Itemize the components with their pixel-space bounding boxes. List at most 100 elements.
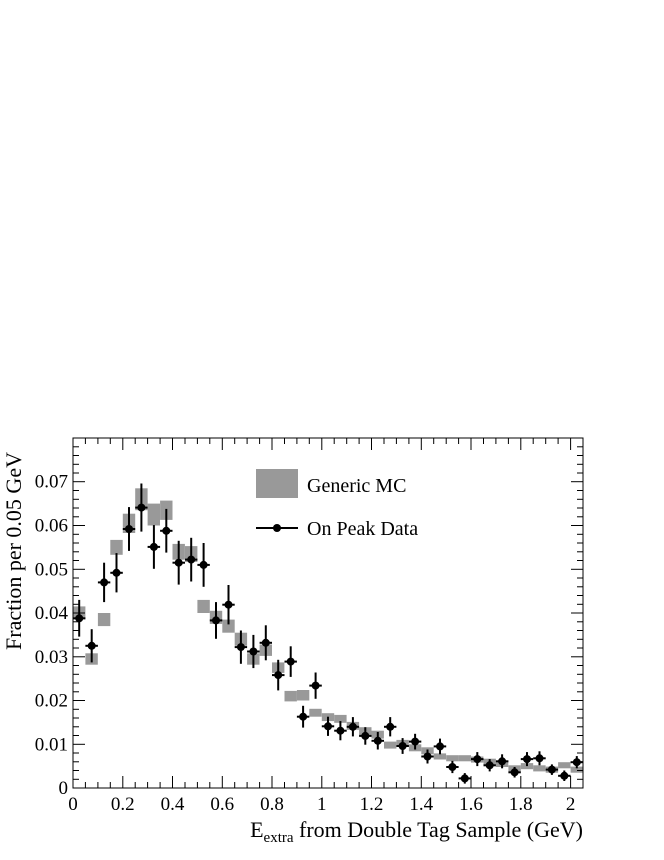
y-tick-label: 0.03: [35, 647, 68, 668]
legend-label-generic-mc: Generic MC: [307, 475, 406, 497]
x-tick-label: 1.2: [360, 794, 384, 815]
data-marker: [199, 560, 208, 569]
x-tick-label: 1.6: [459, 794, 483, 815]
data-marker: [236, 643, 245, 652]
data-marker: [249, 647, 258, 656]
data-marker: [224, 600, 233, 609]
data-marker: [261, 638, 270, 647]
data-marker: [75, 614, 84, 623]
generic-mc-bin: [147, 503, 160, 526]
x-tick-label: 0.4: [161, 794, 185, 815]
on-peak-data-point: [408, 733, 422, 750]
x-tick-label: 2: [566, 794, 576, 815]
on-peak-data-point: [222, 585, 235, 625]
data-marker: [112, 568, 121, 577]
on-peak-data-point: [234, 630, 248, 664]
on-peak-data-point: [284, 646, 297, 677]
on-peak-data-point: [209, 602, 223, 639]
generic-mc-bin: [433, 753, 447, 760]
on-peak-data-point: [483, 759, 496, 772]
y-tick-label: 0.05: [35, 559, 68, 580]
data-marker: [373, 736, 382, 745]
on-peak-data-point: [97, 562, 111, 603]
data-marker: [174, 558, 183, 567]
on-peak-data-point: [570, 756, 583, 769]
x-axis-title: Eextra from Double Tag Sample (GeV): [250, 817, 583, 846]
generic-mc-bin: [222, 619, 235, 633]
on-peak-data-point: [110, 553, 123, 593]
on-peak-data-point: [371, 732, 384, 750]
data-marker: [125, 525, 133, 533]
data-marker: [547, 765, 556, 774]
on-peak-data-point: [359, 727, 372, 745]
generic-mc-bin: [558, 762, 571, 769]
data-marker: [187, 555, 196, 564]
data-marker: [560, 771, 569, 780]
data-marker: [448, 763, 457, 771]
x-axis-ticks: 0 0.2 0.4 0.6 0.8 1 1.2 1.4 1.6 1.8 2: [68, 438, 584, 815]
data-marker: [498, 757, 507, 766]
generic-mc-bin: [458, 755, 471, 762]
generic-mc-bin: [296, 690, 310, 701]
y-tick-label: 0.01: [35, 734, 68, 755]
x-tick-label: 0.2: [111, 794, 135, 815]
data-marker: [386, 722, 395, 731]
x-tick-label: 0: [68, 794, 78, 815]
on-peak-data-point: [197, 543, 210, 587]
generic-mc-bin: [446, 755, 459, 762]
x-tick-label: 0.6: [210, 794, 234, 815]
data-marker: [411, 737, 420, 746]
on-peak-data-point: [471, 752, 484, 767]
data-marker: [523, 755, 531, 764]
on-peak-data-point: [85, 629, 98, 663]
on-peak-data-point: [433, 738, 447, 755]
on-peak-data-point: [321, 716, 335, 736]
generic-mc-bin: [97, 613, 111, 627]
x-tick-label: 1.8: [509, 794, 533, 815]
on-peak-data-point: [73, 599, 86, 637]
on-peak-data-point: [384, 717, 397, 737]
x-tick-label: 1: [317, 794, 327, 815]
generic-mc-bin: [309, 708, 322, 717]
data-marker: [423, 752, 432, 761]
generic-mc-bin: [570, 766, 583, 773]
data-marker: [162, 526, 171, 535]
on-peak-data-point: [520, 752, 534, 767]
data-marker: [510, 768, 519, 777]
data-marker: [87, 641, 96, 650]
on-peak-data-point: [446, 760, 459, 774]
legend-label-on-peak-data: On Peak Data: [307, 518, 418, 540]
data-marker: [535, 754, 544, 763]
generic-mc-bin: [334, 714, 347, 723]
data-marker: [361, 731, 370, 740]
data-marker: [398, 742, 407, 750]
on-peak-data-point: [396, 738, 409, 754]
on-peak-data-point: [495, 754, 509, 769]
on-peak-data-point: [147, 525, 161, 569]
legend-swatch-generic-mc: [256, 469, 298, 498]
x-tick-label: 0.8: [260, 794, 284, 815]
on-peak-data-point: [259, 625, 272, 661]
y-axis-ticks: 0 0.01 0.02 0.03 0.04 0.05 0.06 0.07: [35, 437, 583, 799]
x-axis-title-subscript: extra: [264, 830, 294, 846]
x-tick-label: 1.4: [409, 794, 433, 815]
data-marker: [149, 542, 158, 551]
generic-mc-bin: [533, 765, 546, 772]
on-peak-data-point: [247, 634, 260, 669]
data-marker: [324, 722, 332, 731]
on-peak-data-series: [73, 483, 583, 784]
data-marker: [286, 657, 295, 666]
on-peak-data-point: [545, 764, 559, 775]
on-peak-data-point: [272, 659, 285, 691]
on-peak-data-point: [296, 705, 310, 728]
generic-mc-bin: [284, 690, 297, 702]
on-peak-data-point: [533, 751, 546, 766]
data-marker: [311, 681, 320, 690]
on-peak-data-point: [160, 508, 173, 553]
data-marker: [299, 712, 308, 721]
on-peak-data-point: [309, 672, 322, 699]
data-marker: [348, 722, 357, 731]
data-marker: [274, 671, 283, 680]
